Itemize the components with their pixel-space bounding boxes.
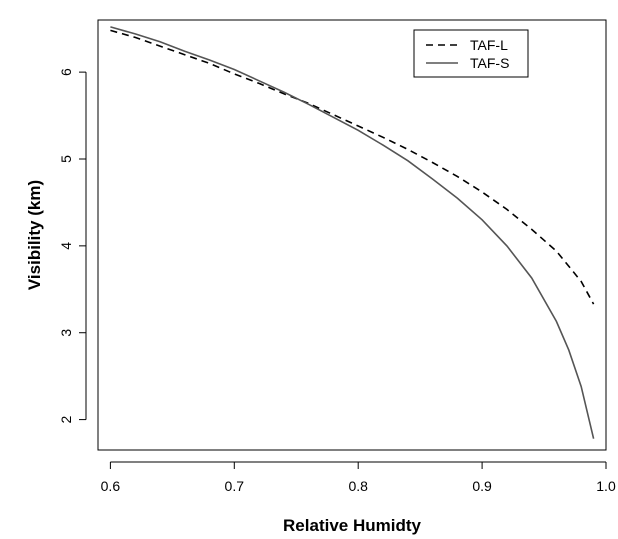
x-tick-label: 0.9 (472, 478, 492, 494)
y-tick-label: 5 (58, 155, 74, 163)
x-tick-label: 0.7 (225, 478, 245, 494)
legend-label-taf-s: TAF-S (470, 55, 509, 71)
series-line-taf-s (110, 26, 595, 439)
y-tick-label: 4 (58, 242, 74, 250)
plot-frame (97, 19, 607, 451)
series-layer (110, 26, 595, 439)
series-line-taf-l (110, 29, 595, 305)
y-tick-label: 6 (58, 68, 74, 76)
legend-box (413, 29, 529, 78)
x-tick-label: 1.0 (596, 478, 616, 494)
y-axis-title: Visibility (km) (25, 180, 44, 290)
x-tick-label: 0.6 (101, 478, 121, 494)
x-axis-title: Relative Humidty (283, 516, 421, 535)
legend: TAF-L TAF-S (413, 29, 529, 78)
y-tick-label: 2 (58, 415, 74, 423)
x-axis: 0.6 0.7 0.8 0.9 1.0 (101, 461, 616, 494)
legend-label-taf-l: TAF-L (470, 37, 508, 53)
y-tick-label: 3 (58, 329, 74, 337)
y-axis: 2 3 4 5 6 (58, 68, 87, 423)
x-tick-label: 0.8 (348, 478, 368, 494)
